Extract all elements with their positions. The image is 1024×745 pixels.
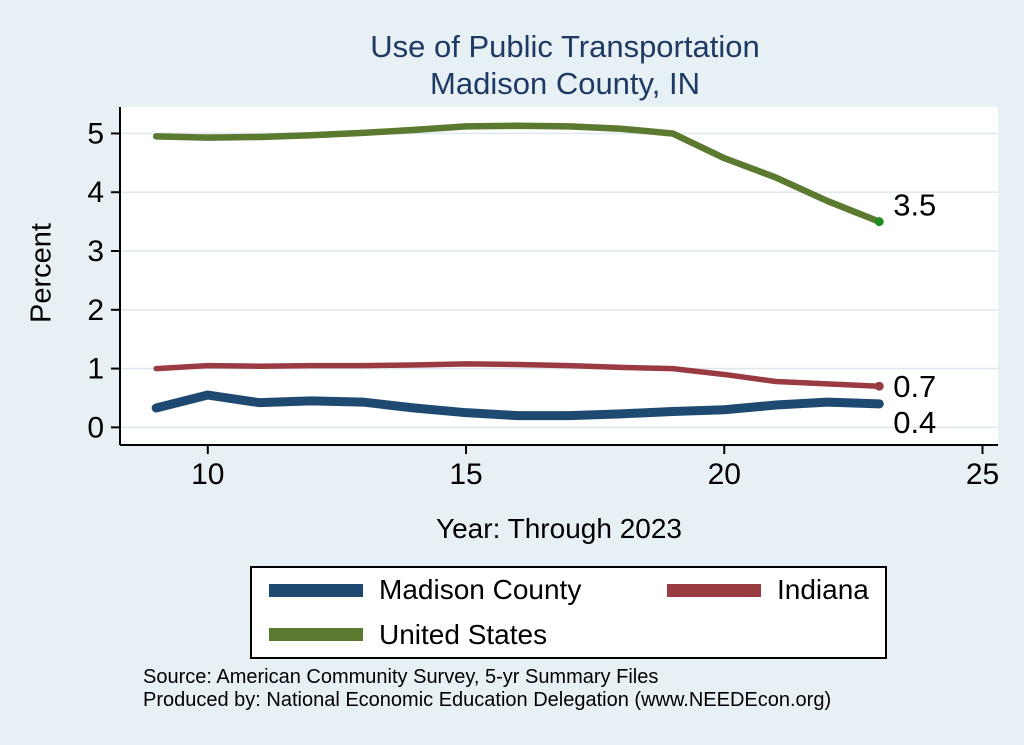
legend-label-madison-county: Madison County <box>379 574 582 606</box>
y-tick-label: 3 <box>87 235 104 268</box>
x-tick-label: 25 <box>966 458 999 491</box>
legend-item-madison-county: Madison County <box>252 574 650 606</box>
endpoint-dot-madison-county <box>874 399 884 409</box>
x-tick-label: 15 <box>449 458 482 491</box>
y-tick-label: 2 <box>87 294 104 327</box>
legend-swatch-madison-county <box>269 583 363 597</box>
plot-area-svg: 0 1 2 3 4 5 10 15 20 25 0.40.7 3.5 <box>87 107 999 491</box>
y-tick-label: 4 <box>87 176 104 209</box>
footnotes: Source: American Community Survey, 5-yr … <box>143 666 831 712</box>
y-tick-label: 1 <box>87 353 104 386</box>
chart-title-block: Use of Public Transportation Madison Cou… <box>110 28 1020 102</box>
footnote-source: Source: American Community Survey, 5-yr … <box>143 666 659 688</box>
footnote-produced-by: Produced by: National Economic Education… <box>143 689 832 711</box>
series-line-indiana <box>153 361 882 389</box>
x-tick-label: 20 <box>708 458 741 491</box>
series-line-united-states <box>152 122 883 225</box>
end-value-label-united-states: 3.5 <box>893 188 936 223</box>
plot-background <box>120 107 998 445</box>
y-tick-label: 0 <box>87 411 104 444</box>
legend-swatch-united-states <box>269 628 363 642</box>
y-axis-label: Percent <box>25 223 58 323</box>
end-value-label-madison-county: 0.4 <box>893 405 936 440</box>
chart-subtitle: Madison County, IN <box>430 66 700 101</box>
legend: Madison County Indiana United States <box>250 566 887 659</box>
series-line-madison-county <box>151 390 884 421</box>
endpoint-dot-indiana <box>874 381 884 391</box>
x-tick-label: 10 <box>191 458 224 491</box>
endpoint-dot-united-states <box>874 217 884 227</box>
chart-title: Use of Public Transportation <box>370 29 760 64</box>
legend-item-united-states: United States <box>252 619 650 651</box>
legend-item-indiana: Indiana <box>650 574 885 606</box>
y-tick-label: 5 <box>87 117 104 150</box>
x-axis-label: Year: Through 2023 <box>436 513 682 544</box>
end-value-label-indiana: 0.7 <box>893 369 936 404</box>
legend-label-united-states: United States <box>379 618 548 650</box>
legend-label-indiana: Indiana <box>777 574 869 606</box>
legend-swatch-indiana <box>667 583 761 597</box>
